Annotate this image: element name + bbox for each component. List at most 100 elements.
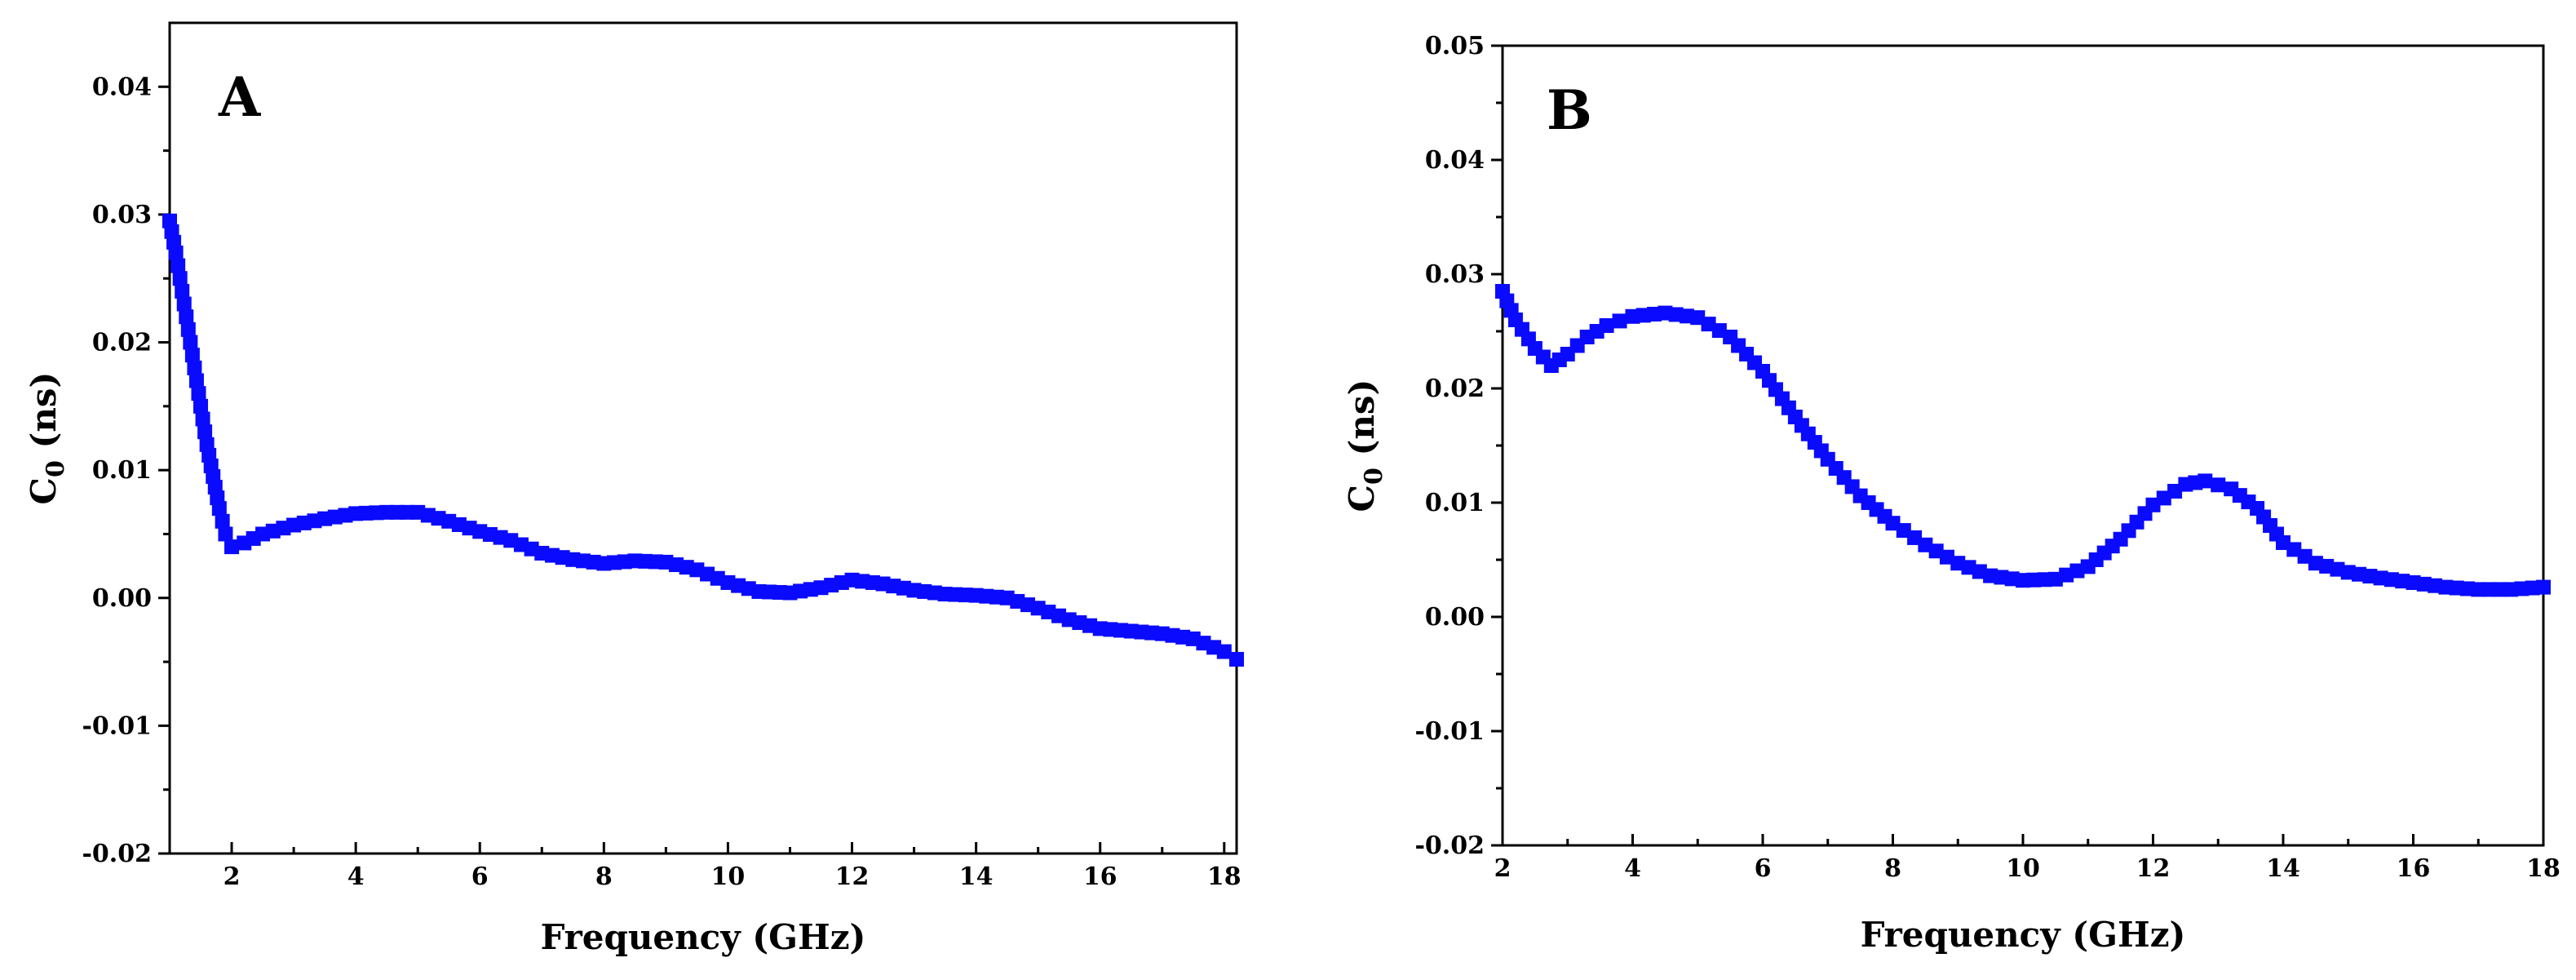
data-point-fill-b <box>1535 349 1551 365</box>
data-point-fill-b <box>1679 308 1694 324</box>
x-tick-label-a: 2 <box>224 862 241 891</box>
data-point-fill-a <box>710 570 725 586</box>
data-point-fill-a <box>369 505 384 521</box>
data-point-fill-a <box>431 511 446 526</box>
x-tick-label-b: 2 <box>1494 854 1512 883</box>
y-axis-title-unit-a: (ns) <box>24 372 64 461</box>
y-tick-label-a: -0.02 <box>82 840 152 868</box>
data-point-fill-b <box>1520 331 1536 347</box>
data-point-fill-a <box>1051 608 1066 623</box>
data-series-a <box>162 213 1244 667</box>
data-point-fill-a <box>1082 618 1098 633</box>
y-axis-title-unit-b: (ns) <box>1342 379 1382 468</box>
data-point-fill-a <box>1113 623 1129 638</box>
y-axis-title-main-b: C <box>1342 485 1382 512</box>
y-tick-label-a: -0.01 <box>82 712 152 740</box>
data-point-fill-a <box>203 458 219 473</box>
data-point-fill-b <box>2167 484 2183 499</box>
data-point-a <box>1229 651 1244 667</box>
x-tick-label-a: 4 <box>347 862 365 891</box>
x-tick-label-b: 10 <box>2006 854 2040 883</box>
plot-frame-a <box>168 21 1238 855</box>
svg-text:C0 (ns): C0 (ns) <box>1342 379 1388 512</box>
y-tick-label-b: 0.03 <box>1425 260 1485 289</box>
data-point-fill-a <box>648 554 663 570</box>
y-tick-label-a: 0.04 <box>92 73 152 101</box>
data-point-fill-b <box>1569 338 1585 353</box>
y-tick-label-b: 0.00 <box>1425 603 1485 632</box>
plot-frame-b <box>1501 44 2545 847</box>
y-axis-title-sub-a: 0 <box>42 460 70 477</box>
y-tick-label-b: -0.02 <box>1414 831 1485 860</box>
data-point-a <box>218 526 233 542</box>
x-tick-label-b: 16 <box>2397 854 2431 883</box>
chart-panel-a: A Frequency (GHz) C0 (ns) 2 4 6 8 10 12 14 16 18… <box>24 21 1244 957</box>
data-point-fill-a <box>493 530 508 545</box>
y-tick-label-b: 0.01 <box>1425 489 1485 517</box>
y-tick-label-a: 0.02 <box>92 329 152 357</box>
y-axis-title-a: C0 (ns) <box>24 372 70 505</box>
data-point-fill-a <box>1175 629 1191 645</box>
data-point-fill-b <box>2004 571 2020 587</box>
panel-label-a: A <box>218 65 261 129</box>
y-tick-label-a: 0.03 <box>92 201 152 229</box>
y-tick-label-a: 0.01 <box>92 456 152 485</box>
data-point-fill-a <box>462 521 477 536</box>
data-point-fill-a <box>1020 597 1035 613</box>
data-point-fill-a <box>307 513 322 529</box>
data-point-fill-a <box>338 508 353 523</box>
data-point-fill-a <box>1144 625 1160 641</box>
data-point-fill-a <box>276 521 291 536</box>
data-point-fill-a <box>524 541 539 557</box>
data-point-fill-b <box>2395 574 2410 589</box>
x-tick-label-a: 12 <box>835 862 870 891</box>
data-point-fill-b <box>1844 479 1860 494</box>
x-tick-label-b: 6 <box>1755 854 1772 883</box>
data-point-fill-b <box>2525 580 2540 596</box>
data-point-fill-b <box>1813 443 1829 459</box>
data-point-fill-a <box>803 582 818 597</box>
x-tick-label-a: 6 <box>471 862 489 891</box>
data-point-fill-b <box>2492 582 2507 597</box>
data-point-fill-a <box>617 554 632 570</box>
data-point-fill-b <box>1589 324 1604 339</box>
data-point-fill-b <box>1612 313 1627 329</box>
data-point-fill-a <box>1206 640 1222 655</box>
data-point-fill-a <box>834 574 849 590</box>
data-point-fill-b <box>1781 400 1796 415</box>
data-point-a <box>180 321 196 337</box>
chart-panel-b: B Frequency (GHz) C0 (ns) 2 4 6 8 10 12 14 16 18… <box>1342 32 2561 955</box>
data-point-fill-a <box>555 550 570 565</box>
x-tick-label-a: 14 <box>959 862 994 891</box>
data-point-fill-b <box>2037 572 2052 588</box>
data-point-fill-b <box>1747 355 1763 370</box>
data-point-fill-b <box>2188 475 2203 490</box>
x-tick-label-a: 16 <box>1083 862 1118 891</box>
data-point-fill-a <box>679 560 694 575</box>
data-point-a <box>193 398 209 414</box>
data-point-a <box>175 283 190 299</box>
data-point-fill-a <box>191 386 206 401</box>
data-point-fill-a <box>195 411 210 427</box>
data-point-fill-b <box>2211 477 2226 493</box>
x-axis-title-b: Frequency (GHz) <box>1861 915 2186 955</box>
data-point-fill-b <box>2105 539 2120 554</box>
data-point-fill-b <box>2428 578 2443 593</box>
y-tick-label-b: 0.04 <box>1425 146 1485 175</box>
data-point-fill-b <box>1907 530 1923 545</box>
y-tick-label-b: -0.01 <box>1414 717 1485 746</box>
data-point-fill-a <box>772 584 787 600</box>
y-tick-label-b: 0.02 <box>1425 375 1485 403</box>
y-tick-label-b: 0.05 <box>1425 32 1485 60</box>
data-point-fill-b <box>2330 561 2345 577</box>
data-point-fill-b <box>1647 307 1662 321</box>
data-point-fill-b <box>1503 303 1519 318</box>
x-tick-label-a: 18 <box>1207 862 1242 891</box>
data-series-b <box>1495 284 2551 597</box>
data-point-fill-a <box>896 580 911 596</box>
data-point-fill-a <box>184 348 200 363</box>
data-point-fill-a <box>170 258 186 273</box>
data-point-fill-b <box>1877 508 1892 524</box>
x-tick-label-b: 18 <box>2526 854 2561 883</box>
